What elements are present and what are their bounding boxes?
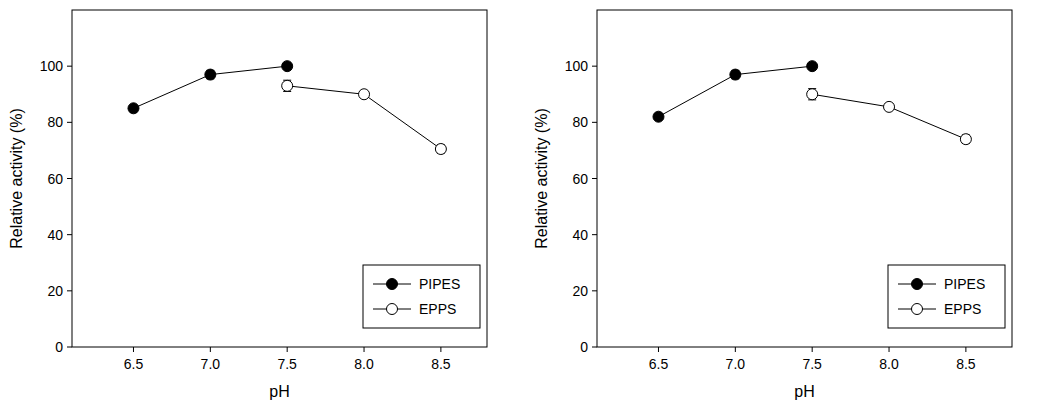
marker	[807, 89, 818, 100]
y-tick-label: 40	[572, 227, 588, 243]
y-tick	[67, 122, 72, 123]
legend-label: PIPES	[944, 276, 985, 292]
legend-marker	[912, 279, 923, 290]
y-tick	[67, 290, 72, 291]
x-tick	[133, 347, 134, 352]
legend-label: EPPS	[419, 301, 456, 317]
x-axis-label: pH	[269, 383, 289, 400]
x-tick-label: 7.5	[802, 356, 822, 372]
marker	[884, 101, 895, 112]
marker	[960, 134, 971, 145]
x-tick	[364, 347, 365, 352]
y-axis-label: Relative activity (%)	[533, 108, 550, 248]
legend: PIPES EPPS	[363, 265, 480, 328]
x-tick	[965, 347, 966, 352]
chart: 6.5 7.0 7.5 8.0 8.5 0 20 40 60 80 100 pH Relative ac…	[8, 10, 487, 400]
x-tick-label: 8.5	[431, 356, 451, 372]
x-tick	[440, 347, 441, 352]
x-tick-label: 6.5	[124, 356, 144, 372]
y-tick-label: 80	[572, 114, 588, 130]
marker	[205, 69, 216, 80]
marker	[807, 61, 818, 72]
y-tick	[592, 66, 597, 67]
y-tick-label: 100	[565, 58, 589, 74]
series-line	[812, 94, 966, 139]
y-tick-label: 40	[47, 227, 63, 243]
x-tick-label: 8.0	[879, 356, 899, 372]
y-tick-label: 20	[47, 283, 63, 299]
x-axis-label: pH	[794, 383, 814, 400]
x-tick	[812, 347, 813, 352]
y-tick	[592, 234, 597, 235]
y-tick	[67, 234, 72, 235]
y-tick	[592, 122, 597, 123]
plot-area	[653, 61, 971, 145]
marker	[128, 103, 139, 114]
legend-label: EPPS	[944, 301, 981, 317]
y-tick	[67, 178, 72, 179]
series-line	[658, 66, 812, 117]
legend: PIPES EPPS	[888, 265, 1005, 328]
legend-marker	[387, 304, 398, 315]
y-tick-label: 0	[580, 339, 588, 355]
x-tick-label: 7.5	[277, 356, 297, 372]
y-axis-label: Relative activity (%)	[8, 108, 25, 248]
y-tick-label: 20	[572, 283, 588, 299]
y-tick-label: 80	[47, 114, 63, 130]
x-tick-label: 7.0	[201, 356, 221, 372]
x-tick-label: 7.0	[726, 356, 746, 372]
plot-frame	[72, 10, 487, 347]
plot-area	[128, 61, 446, 155]
legend-label: PIPES	[419, 276, 460, 292]
x-tick-label: 8.0	[354, 356, 374, 372]
y-tick-label: 60	[47, 171, 63, 187]
y-tick	[592, 290, 597, 291]
marker	[282, 61, 293, 72]
y-tick	[67, 66, 72, 67]
x-tick-label: 8.5	[956, 356, 976, 372]
chart: 6.5 7.0 7.5 8.0 8.5 0 20 40 60 80 100 pH Relative ac…	[533, 10, 1012, 400]
y-tick-label: 60	[572, 171, 588, 187]
marker	[653, 111, 664, 122]
marker	[435, 144, 446, 155]
legend-box	[888, 265, 1005, 328]
marker	[282, 80, 293, 91]
x-tick-label: 6.5	[649, 356, 669, 372]
series-line	[133, 66, 287, 108]
y-tick-label: 100	[40, 58, 64, 74]
legend-marker	[912, 304, 923, 315]
x-tick	[658, 347, 659, 352]
x-tick	[287, 347, 288, 352]
legend-marker	[387, 279, 398, 290]
y-tick	[592, 178, 597, 179]
y-tick	[67, 347, 72, 348]
series-line	[287, 86, 441, 149]
legend-box	[363, 265, 480, 328]
x-tick	[735, 347, 736, 352]
figure: 6.5 7.0 7.5 8.0 8.5 0 20 40 60 80 100 pH Relative ac…	[0, 0, 1038, 416]
y-tick	[592, 347, 597, 348]
x-tick	[889, 347, 890, 352]
y-tick-label: 0	[55, 339, 63, 355]
marker	[359, 89, 370, 100]
plot-frame	[597, 10, 1012, 347]
marker	[730, 69, 741, 80]
x-tick	[210, 347, 211, 352]
